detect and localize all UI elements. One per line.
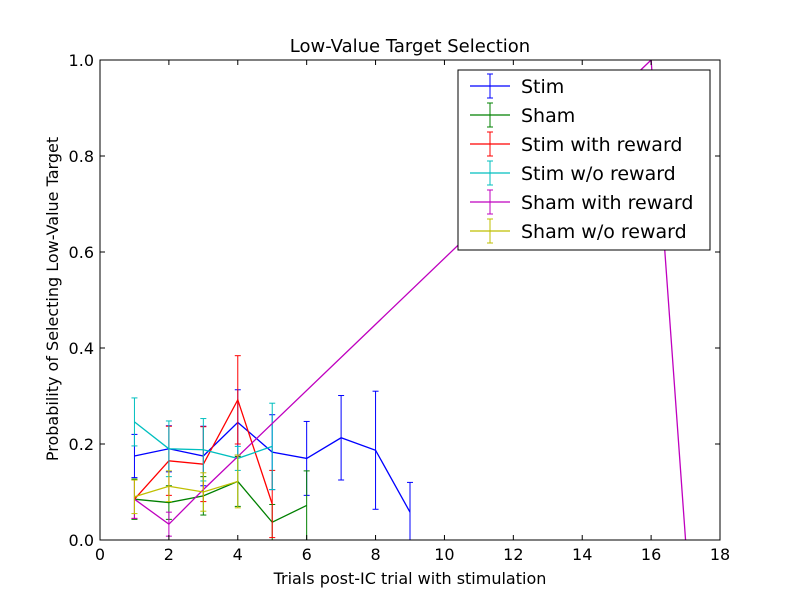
legend-entry: Stim with reward [470,131,683,157]
legend-entry: Sham w/o reward [470,218,687,244]
legend-entry: Stim [470,73,564,99]
legend-label: Stim [521,76,564,98]
x-tick-label: 2 [164,545,174,564]
x-tick-label: 16 [641,545,661,564]
legend-box [457,69,711,251]
chart-title: Low-Value Target Selection [290,36,530,57]
x-tick-label: 6 [302,545,312,564]
legend: Stim Sham Stim with reward Stim w/o reward S… [457,69,711,251]
x-axis-label: Trials post-IC trial with stimulation [273,569,547,588]
x-tick-label: 14 [572,545,592,564]
x-tick-label: 10 [434,545,454,564]
legend-label: Sham [521,105,575,127]
y-tick-label: 0.6 [69,243,94,262]
x-tick-label: 0 [95,545,105,564]
y-tick-label: 1.0 [69,51,94,70]
y-tick-label: 0.8 [69,147,94,166]
series-line [134,480,238,498]
legend-entry: Sham with reward [470,189,693,215]
series-5 [131,454,241,515]
series-line [134,480,307,524]
legend-label: Sham w/o reward [521,221,687,243]
plot-frame [99,59,721,541]
legend-label: Sham with reward [521,192,693,214]
y-tick-label: 0.0 [69,531,94,550]
legend-entry: Stim w/o reward [470,160,676,186]
legend-entry: Sham [470,102,575,128]
ticks-layer: 0 2 4 6 8 10 12 14 16 18 0.0 0.2 0.4 0.6 0.8 1.0 [69,51,731,564]
x-tick-label: 12 [503,545,523,564]
x-tick-label: 8 [370,545,380,564]
x-tick-label: 18 [710,545,730,564]
x-tick-label: 4 [233,545,243,564]
legend-label: Stim with reward [521,134,683,156]
y-axis-label: Probability of Selecting Low-Value Targe… [43,137,62,461]
y-tick-label: 0.4 [69,339,94,358]
y-tick-label: 0.2 [69,435,94,454]
legend-label: Stim w/o reward [521,163,676,185]
